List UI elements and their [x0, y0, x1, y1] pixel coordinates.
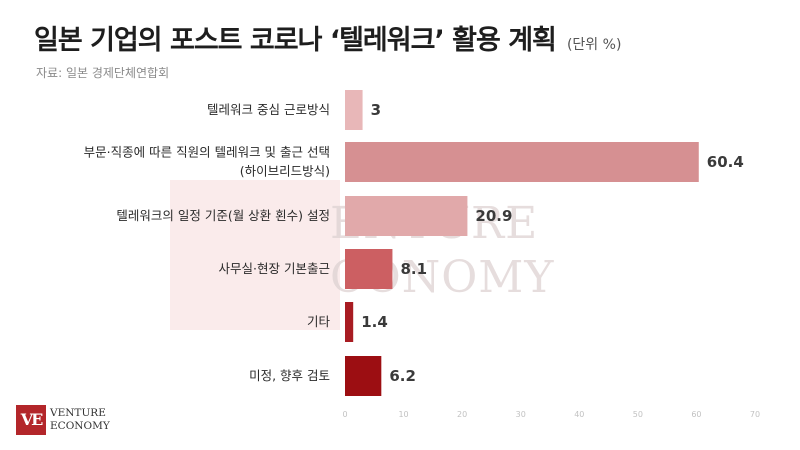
- logo-line-economy: ECONOMY: [50, 420, 110, 432]
- source-note: 자료: 일본 경제단체연합회: [36, 66, 170, 80]
- category-label-2: 텔레워크의 일정 기준(월 상환 횐수) 설정: [116, 208, 330, 223]
- unit-label: (단위 %): [566, 37, 622, 53]
- x-tick-30: 30: [516, 410, 526, 419]
- bar-5: [345, 356, 382, 396]
- logo-line-venture: VENTURE: [50, 407, 106, 419]
- category-label-3: 사무실·현장 기본출근: [219, 261, 330, 276]
- logo-wordmark: VENTURE ECONOMY: [50, 407, 110, 433]
- bar-1: [345, 142, 699, 182]
- value-label-2: 20.9: [475, 207, 512, 225]
- bar-3: [345, 249, 393, 289]
- category-label-1-line-0: 부문·직종에 따른 직원의 텔레워크 및 출근 선택: [84, 145, 330, 160]
- value-label-0: 3: [371, 101, 381, 119]
- x-axis-ticks: 0 10 20 30 40 50 60 70: [342, 410, 760, 419]
- x-tick-40: 40: [574, 410, 584, 419]
- bar-4: [345, 302, 354, 342]
- value-label-5: 6.2: [389, 367, 416, 385]
- value-label-4: 1.4: [361, 313, 388, 331]
- watermark-logo-mark: [170, 180, 340, 330]
- x-tick-10: 10: [398, 410, 408, 419]
- bar-0: [345, 90, 363, 130]
- category-label-1-line-1: (하이브리드방식): [240, 164, 330, 179]
- x-tick-60: 60: [691, 410, 701, 419]
- x-tick-20: 20: [457, 410, 467, 419]
- x-tick-0: 0: [342, 410, 347, 419]
- logo-mark: VE: [16, 405, 46, 435]
- category-label-0: 텔레워크 중심 근로방식: [207, 102, 330, 117]
- category-label-5: 미정, 향후 검토: [249, 368, 330, 383]
- x-tick-50: 50: [633, 410, 643, 419]
- bars-group: 3 텔레워크 중심 근로방식 60.4 부문·직종에 따른 직원의 텔레워크 및 출근…: [84, 90, 744, 396]
- x-tick-70: 70: [750, 410, 760, 419]
- page-title: 일본 기업의 포스트 코로나 ‘텔레워크’ 활용 계획: [34, 25, 557, 56]
- title-row: 일본 기업의 포스트 코로나 ‘텔레워크’ 활용 계획 (단위 %): [34, 18, 621, 57]
- bar-2: [345, 196, 468, 236]
- value-label-1: 60.4: [707, 153, 744, 171]
- value-label-3: 8.1: [400, 260, 427, 278]
- category-label-4: 기타: [307, 314, 331, 329]
